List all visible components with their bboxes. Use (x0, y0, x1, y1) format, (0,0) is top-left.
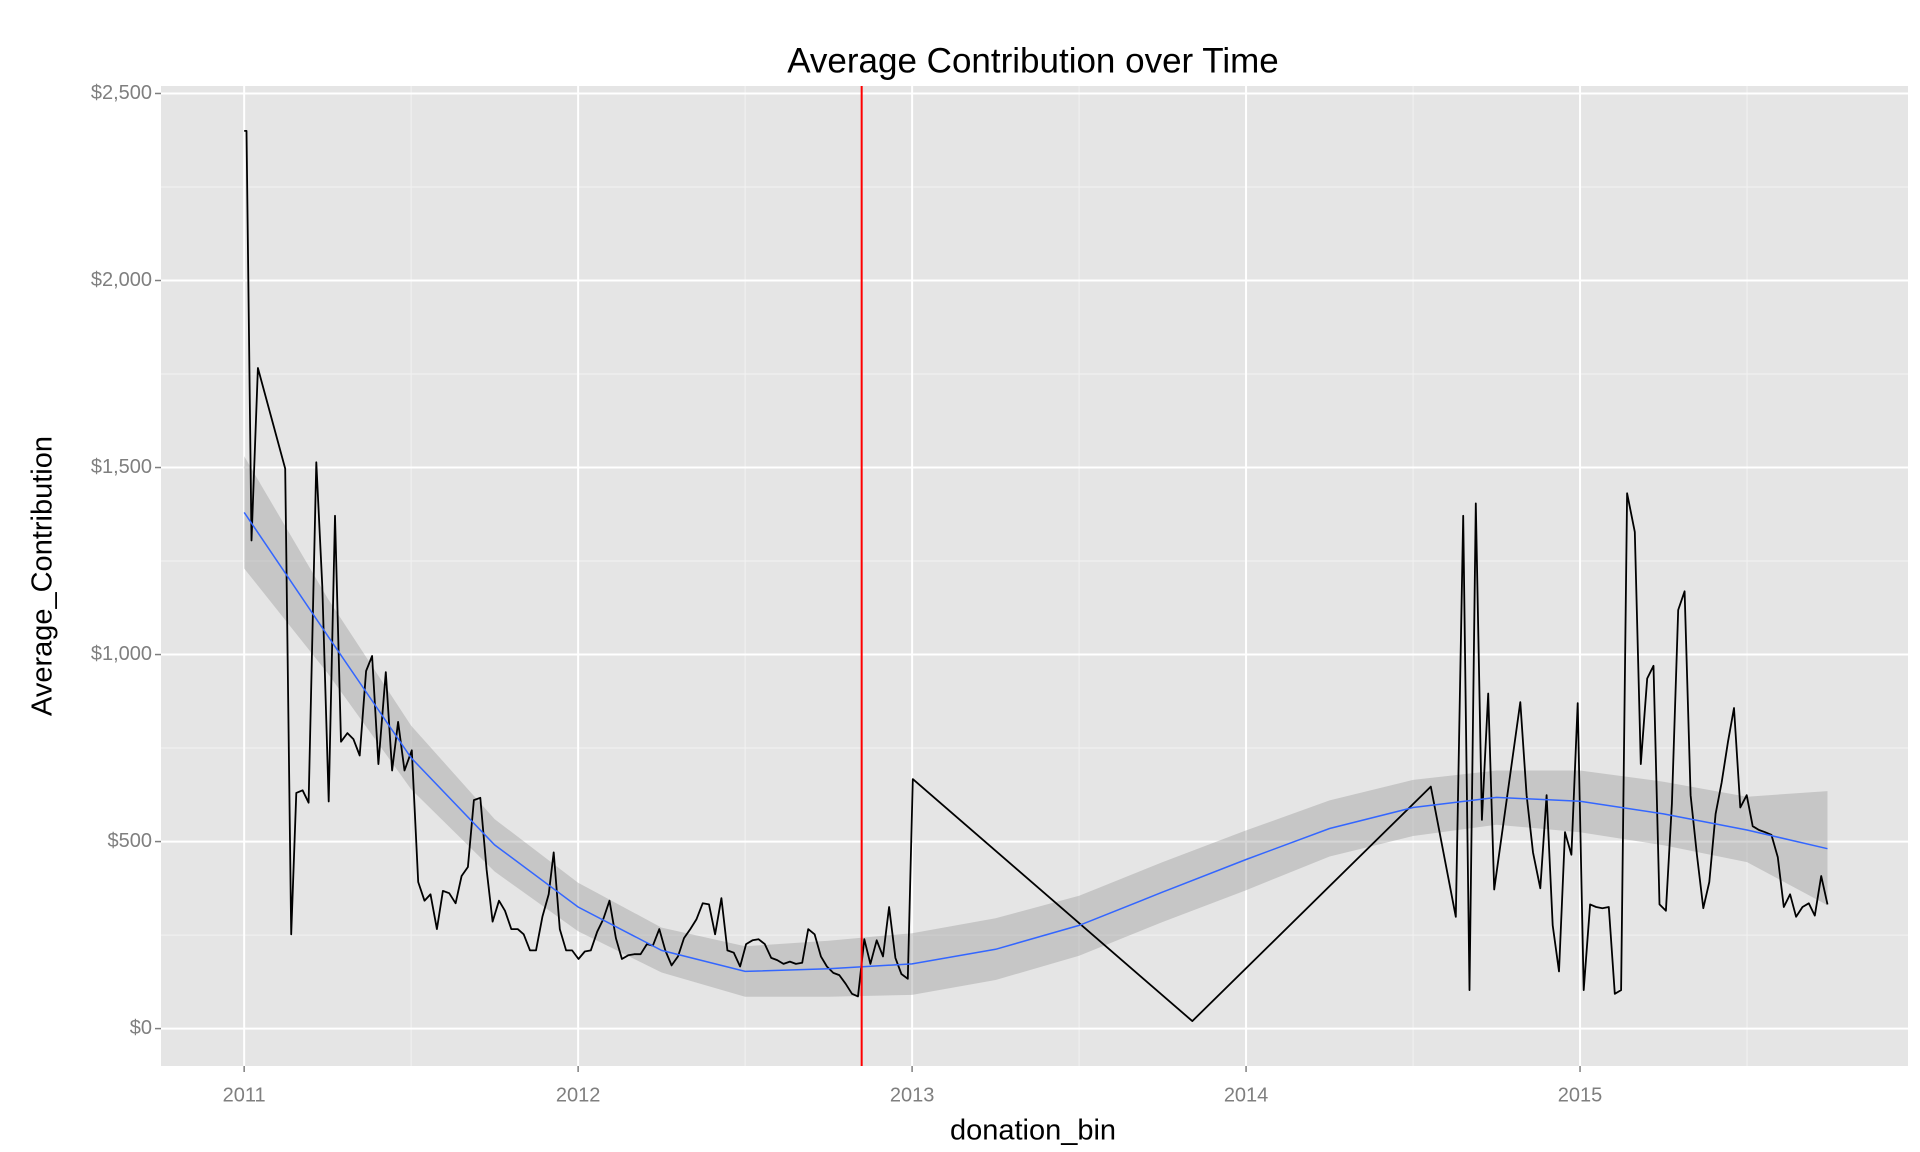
data-line (244, 130, 1829, 1022)
y-tick-label: $1,000 (91, 643, 152, 665)
y-tick-label: $500 (108, 830, 153, 852)
smooth-line (243, 511, 1828, 973)
chart-title: Average Contribution over Time (787, 41, 1279, 80)
y-tick-label: $0 (130, 1017, 152, 1039)
y-tick-label: $2,500 (91, 82, 152, 104)
x-tick-label: 2014 (1224, 1084, 1269, 1106)
x-tick-label: 2012 (556, 1084, 601, 1106)
x-tick-label: 2013 (890, 1084, 935, 1106)
x-axis-title: donation_bin (950, 1115, 1116, 1147)
plot-panel (161, 86, 1908, 1066)
x-tick-label: 2011 (223, 1084, 266, 1106)
y-axis-title: Average_Contribution (27, 436, 59, 716)
x-tick-label: 2015 (1558, 1084, 1603, 1106)
y-tick-label: $2,000 (91, 269, 152, 291)
y-tick-label: $1,500 (91, 456, 152, 478)
